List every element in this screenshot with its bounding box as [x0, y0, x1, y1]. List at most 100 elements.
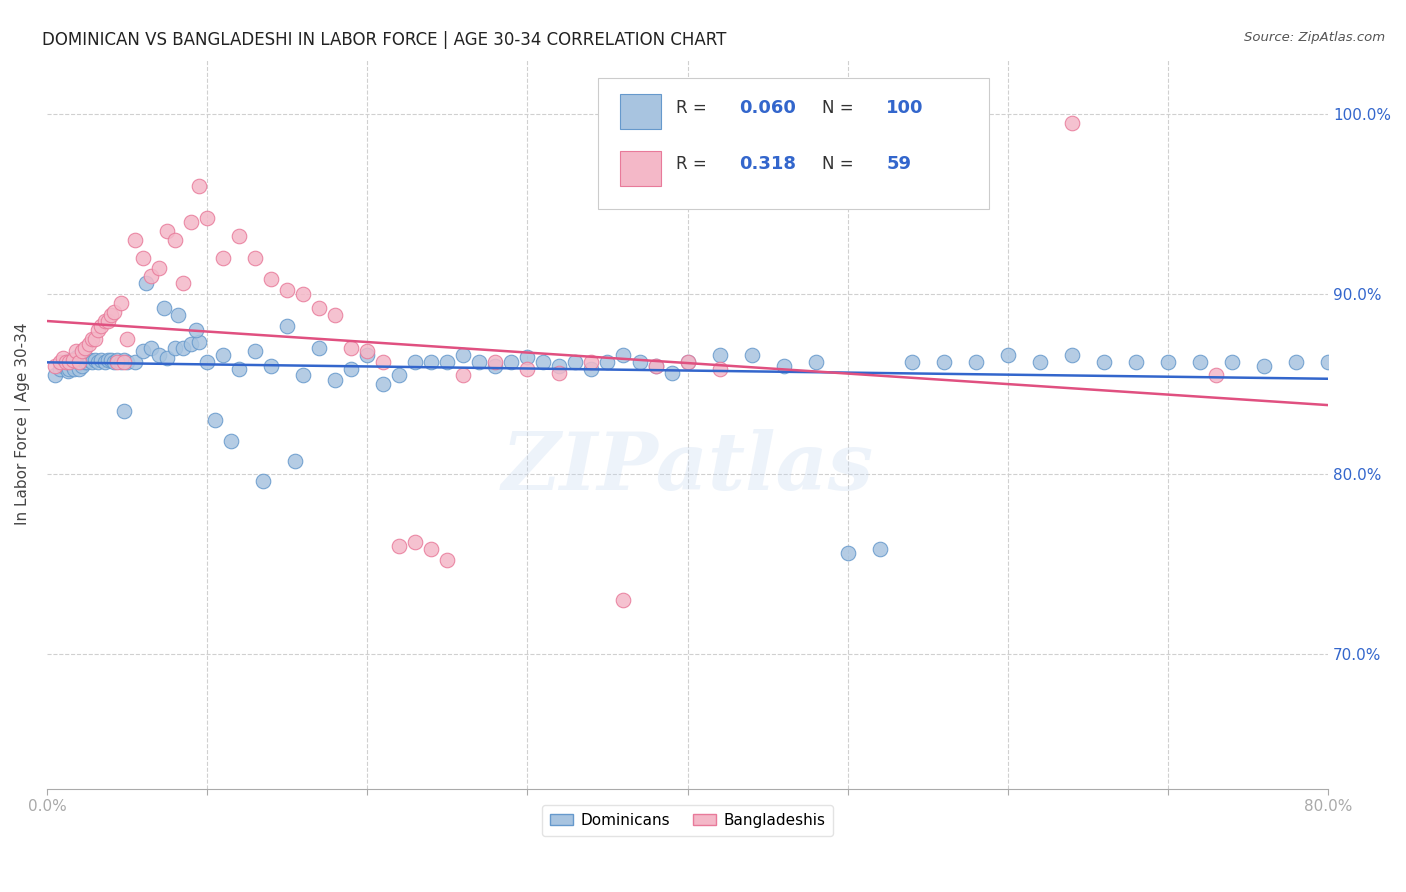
Point: [124, 233, 146, 247]
Point: [373, 355, 395, 369]
Point: [93, 355, 115, 369]
Point: [548, 366, 571, 380]
Point: [167, 308, 190, 322]
Point: [212, 348, 235, 362]
Point: [340, 341, 363, 355]
Point: [252, 474, 274, 488]
Point: [107, 353, 129, 368]
Text: N =: N =: [823, 155, 859, 173]
Point: [156, 351, 179, 366]
Point: [180, 337, 202, 351]
Text: DOMINICAN VS BANGLADESHI IN LABOR FORCE | AGE 30-34 CORRELATION CHART: DOMINICAN VS BANGLADESHI IN LABOR FORCE …: [42, 31, 727, 49]
Point: [153, 301, 176, 315]
Point: [139, 341, 162, 355]
Point: [172, 341, 194, 355]
Point: [66, 350, 89, 364]
Text: 59: 59: [886, 155, 911, 173]
Point: [58, 355, 80, 369]
FancyBboxPatch shape: [620, 94, 661, 128]
Point: [292, 286, 315, 301]
Point: [484, 355, 506, 369]
Point: [356, 348, 378, 362]
Point: [388, 539, 411, 553]
Point: [62, 359, 84, 373]
Point: [1029, 355, 1052, 369]
Point: [165, 341, 187, 355]
Point: [709, 348, 731, 362]
Point: [323, 308, 346, 322]
Point: [62, 353, 84, 368]
Point: [165, 233, 187, 247]
Point: [63, 362, 86, 376]
Point: [84, 353, 107, 368]
Point: [388, 368, 411, 382]
Point: [97, 313, 120, 327]
Point: [228, 362, 250, 376]
Point: [581, 355, 603, 369]
Point: [112, 403, 135, 417]
Point: [59, 353, 82, 368]
Point: [356, 344, 378, 359]
Point: [436, 355, 458, 369]
Point: [56, 364, 79, 378]
Point: [404, 535, 426, 549]
Point: [73, 350, 96, 364]
Point: [112, 353, 135, 368]
Point: [436, 553, 458, 567]
Point: [284, 454, 307, 468]
Point: [965, 355, 987, 369]
Point: [77, 337, 100, 351]
Point: [676, 355, 699, 369]
Point: [188, 178, 211, 193]
Text: 0.318: 0.318: [738, 155, 796, 173]
Point: [97, 353, 120, 368]
Point: [228, 229, 250, 244]
Point: [260, 359, 283, 373]
Point: [308, 341, 330, 355]
Point: [103, 355, 125, 369]
Point: [484, 359, 506, 373]
Point: [420, 542, 443, 557]
Point: [260, 272, 283, 286]
Point: [1205, 368, 1227, 382]
Point: [65, 344, 87, 359]
Point: [75, 355, 97, 369]
Point: [212, 251, 235, 265]
FancyBboxPatch shape: [620, 151, 661, 186]
Point: [124, 355, 146, 369]
Point: [172, 276, 194, 290]
Point: [52, 351, 75, 366]
Point: [644, 359, 666, 373]
Point: [79, 353, 101, 368]
Point: [564, 355, 586, 369]
Point: [1253, 359, 1275, 373]
Point: [741, 348, 763, 362]
Point: [67, 355, 90, 369]
Point: [107, 355, 129, 369]
Point: [55, 355, 77, 369]
Point: [1189, 355, 1212, 369]
Point: [58, 362, 80, 376]
Point: [70, 344, 93, 359]
Point: [110, 295, 132, 310]
Text: ZIPatlas: ZIPatlas: [502, 429, 873, 507]
Point: [404, 355, 426, 369]
Point: [292, 368, 315, 382]
Point: [581, 362, 603, 376]
Point: [84, 332, 107, 346]
Point: [1220, 355, 1243, 369]
Point: [932, 355, 955, 369]
Point: [219, 434, 242, 449]
Point: [869, 542, 891, 557]
Point: [1285, 355, 1308, 369]
Point: [468, 355, 491, 369]
Point: [75, 341, 97, 355]
Point: [420, 355, 443, 369]
Point: [453, 348, 475, 362]
Point: [195, 211, 218, 225]
Point: [1125, 355, 1147, 369]
Point: [93, 313, 115, 327]
Point: [115, 332, 138, 346]
Point: [676, 355, 699, 369]
Point: [1060, 115, 1083, 129]
